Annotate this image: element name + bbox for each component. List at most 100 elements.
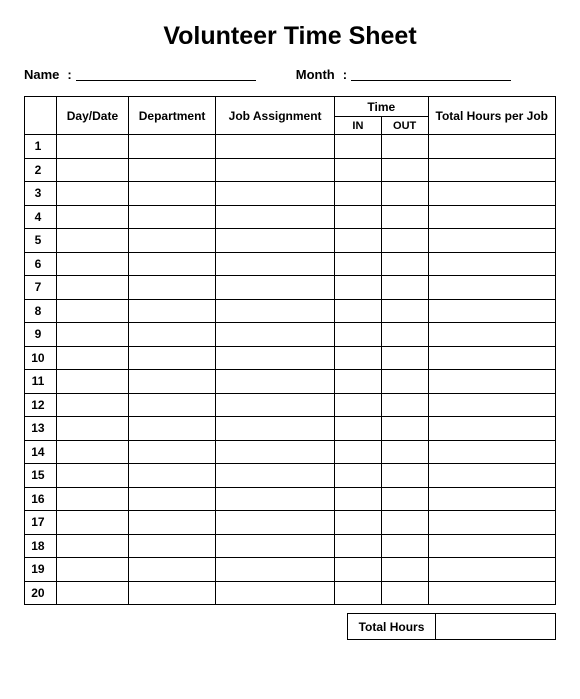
- name-input-line[interactable]: [76, 65, 256, 81]
- cell-time-in[interactable]: [335, 276, 382, 300]
- cell-time-out[interactable]: [381, 276, 428, 300]
- cell-total[interactable]: [428, 182, 555, 206]
- cell-total[interactable]: [428, 464, 555, 488]
- cell-total[interactable]: [428, 276, 555, 300]
- cell-department[interactable]: [129, 252, 216, 276]
- cell-job[interactable]: [216, 417, 335, 441]
- cell-department[interactable]: [129, 440, 216, 464]
- cell-department[interactable]: [129, 276, 216, 300]
- cell-department[interactable]: [129, 558, 216, 582]
- cell-job[interactable]: [216, 370, 335, 394]
- cell-time-in[interactable]: [335, 205, 382, 229]
- cell-department[interactable]: [129, 370, 216, 394]
- cell-time-in[interactable]: [335, 393, 382, 417]
- cell-total[interactable]: [428, 417, 555, 441]
- cell-time-out[interactable]: [381, 464, 428, 488]
- cell-time-in[interactable]: [335, 346, 382, 370]
- cell-daydate[interactable]: [56, 581, 128, 605]
- cell-daydate[interactable]: [56, 393, 128, 417]
- cell-total[interactable]: [428, 558, 555, 582]
- cell-daydate[interactable]: [56, 205, 128, 229]
- cell-daydate[interactable]: [56, 487, 128, 511]
- cell-time-in[interactable]: [335, 299, 382, 323]
- cell-total[interactable]: [428, 440, 555, 464]
- cell-daydate[interactable]: [56, 252, 128, 276]
- cell-department[interactable]: [129, 299, 216, 323]
- cell-job[interactable]: [216, 558, 335, 582]
- cell-time-in[interactable]: [335, 487, 382, 511]
- cell-daydate[interactable]: [56, 370, 128, 394]
- cell-daydate[interactable]: [56, 558, 128, 582]
- cell-time-in[interactable]: [335, 252, 382, 276]
- cell-job[interactable]: [216, 135, 335, 159]
- cell-daydate[interactable]: [56, 276, 128, 300]
- cell-department[interactable]: [129, 205, 216, 229]
- cell-time-out[interactable]: [381, 323, 428, 347]
- cell-job[interactable]: [216, 487, 335, 511]
- cell-time-out[interactable]: [381, 558, 428, 582]
- cell-time-out[interactable]: [381, 534, 428, 558]
- cell-department[interactable]: [129, 229, 216, 253]
- cell-total[interactable]: [428, 323, 555, 347]
- cell-job[interactable]: [216, 276, 335, 300]
- cell-time-out[interactable]: [381, 229, 428, 253]
- cell-time-out[interactable]: [381, 417, 428, 441]
- cell-department[interactable]: [129, 158, 216, 182]
- cell-total[interactable]: [428, 534, 555, 558]
- cell-daydate[interactable]: [56, 182, 128, 206]
- cell-daydate[interactable]: [56, 158, 128, 182]
- cell-time-out[interactable]: [381, 393, 428, 417]
- cell-daydate[interactable]: [56, 534, 128, 558]
- cell-time-out[interactable]: [381, 158, 428, 182]
- cell-daydate[interactable]: [56, 299, 128, 323]
- cell-department[interactable]: [129, 182, 216, 206]
- cell-time-in[interactable]: [335, 182, 382, 206]
- cell-department[interactable]: [129, 581, 216, 605]
- cell-total[interactable]: [428, 205, 555, 229]
- cell-job[interactable]: [216, 393, 335, 417]
- cell-department[interactable]: [129, 487, 216, 511]
- cell-time-in[interactable]: [335, 581, 382, 605]
- cell-total[interactable]: [428, 135, 555, 159]
- cell-time-out[interactable]: [381, 581, 428, 605]
- cell-time-in[interactable]: [335, 135, 382, 159]
- cell-time-out[interactable]: [381, 440, 428, 464]
- cell-daydate[interactable]: [56, 440, 128, 464]
- cell-total[interactable]: [428, 393, 555, 417]
- total-hours-value[interactable]: [436, 614, 556, 640]
- cell-department[interactable]: [129, 534, 216, 558]
- cell-job[interactable]: [216, 299, 335, 323]
- cell-total[interactable]: [428, 299, 555, 323]
- cell-job[interactable]: [216, 581, 335, 605]
- cell-total[interactable]: [428, 229, 555, 253]
- cell-time-in[interactable]: [335, 323, 382, 347]
- cell-job[interactable]: [216, 229, 335, 253]
- cell-total[interactable]: [428, 511, 555, 535]
- cell-job[interactable]: [216, 464, 335, 488]
- cell-job[interactable]: [216, 440, 335, 464]
- cell-daydate[interactable]: [56, 511, 128, 535]
- cell-department[interactable]: [129, 346, 216, 370]
- cell-time-out[interactable]: [381, 487, 428, 511]
- cell-time-in[interactable]: [335, 511, 382, 535]
- cell-total[interactable]: [428, 252, 555, 276]
- cell-time-in[interactable]: [335, 464, 382, 488]
- cell-job[interactable]: [216, 346, 335, 370]
- cell-department[interactable]: [129, 393, 216, 417]
- cell-department[interactable]: [129, 135, 216, 159]
- cell-job[interactable]: [216, 252, 335, 276]
- cell-job[interactable]: [216, 205, 335, 229]
- cell-total[interactable]: [428, 581, 555, 605]
- cell-daydate[interactable]: [56, 417, 128, 441]
- cell-time-out[interactable]: [381, 252, 428, 276]
- cell-job[interactable]: [216, 182, 335, 206]
- cell-job[interactable]: [216, 534, 335, 558]
- cell-daydate[interactable]: [56, 135, 128, 159]
- cell-total[interactable]: [428, 346, 555, 370]
- cell-total[interactable]: [428, 370, 555, 394]
- cell-time-in[interactable]: [335, 440, 382, 464]
- cell-department[interactable]: [129, 511, 216, 535]
- cell-time-out[interactable]: [381, 511, 428, 535]
- cell-department[interactable]: [129, 464, 216, 488]
- cell-daydate[interactable]: [56, 323, 128, 347]
